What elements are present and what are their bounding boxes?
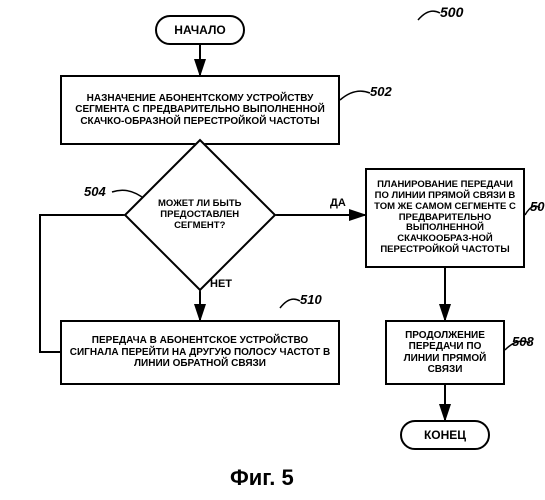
figure-caption: Фиг. 5 (230, 465, 294, 491)
start-label: НАЧАЛО (174, 23, 225, 37)
decision-504: МОЖЕТ ЛИ БЫТЬ ПРЕДОСТАВЛЕН СЕГМЕНТ? (124, 139, 277, 292)
decision-504-label: МОЖЕТ ЛИ БЫТЬ ПРЕДОСТАВЛЕН СЕГМЕНТ? (148, 199, 252, 232)
ref-502: 502 (370, 84, 392, 99)
ref-504: 504 (84, 184, 106, 199)
process-510-label: ПЕРЕДАЧА В АБОНЕНТСКОЕ УСТРОЙСТВО СИГНАЛ… (66, 335, 334, 370)
process-508: ПРОДОЛЖЕНИЕ ПЕРЕДАЧИ ПО ЛИНИИ ПРЯМОЙ СВЯ… (385, 320, 505, 385)
process-508-label: ПРОДОЛЖЕНИЕ ПЕРЕДАЧИ ПО ЛИНИИ ПРЯМОЙ СВЯ… (391, 330, 499, 376)
edge-label-no: НЕТ (210, 278, 232, 290)
process-502: НАЗНАЧЕНИЕ АБОНЕНТСКОМУ УСТРОЙСТВУ СЕГМЕ… (60, 75, 340, 145)
ref-510: 510 (300, 292, 322, 307)
edge-label-yes: ДА (330, 197, 346, 209)
ref-508: 508 (512, 334, 534, 349)
process-506-label: ПЛАНИРОВАНИЕ ПЕРЕДАЧИ ПО ЛИНИИ ПРЯМОЙ СВ… (370, 180, 520, 256)
ref-500: 500 (440, 4, 463, 20)
process-506: ПЛАНИРОВАНИЕ ПЕРЕДАЧИ ПО ЛИНИИ ПРЯМОЙ СВ… (365, 168, 525, 268)
end-node: КОНЕЦ (400, 420, 490, 450)
ref-506: 506 (530, 199, 545, 214)
process-510: ПЕРЕДАЧА В АБОНЕНТСКОЕ УСТРОЙСТВО СИГНАЛ… (60, 320, 340, 385)
process-502-label: НАЗНАЧЕНИЕ АБОНЕНТСКОМУ УСТРОЙСТВУ СЕГМЕ… (66, 93, 334, 128)
start-node: НАЧАЛО (155, 15, 245, 45)
end-label: КОНЕЦ (424, 428, 466, 442)
